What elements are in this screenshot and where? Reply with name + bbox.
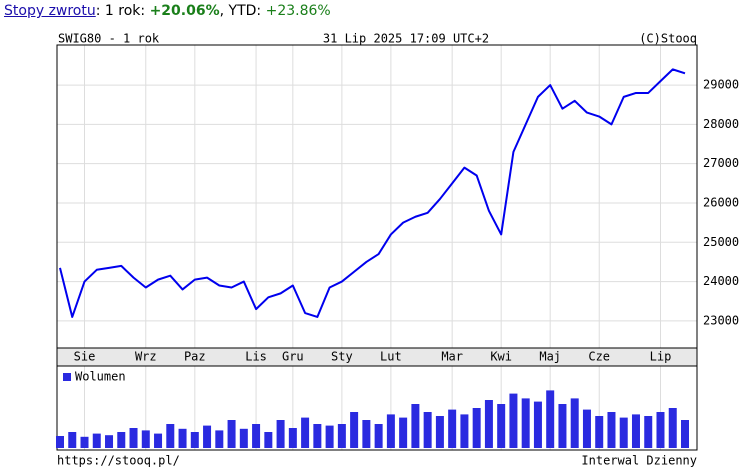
volume-bar: [117, 432, 126, 448]
volume-bar: [239, 428, 248, 448]
volume-bar: [190, 432, 199, 448]
volume-bar: [337, 424, 346, 448]
x-tick-label: Kwi: [490, 350, 512, 364]
returns-link[interactable]: Stopy zwrotu: [4, 3, 96, 19]
y-tick-label: 28000: [703, 117, 739, 131]
volume-bar: [546, 390, 555, 448]
volume-bar: [301, 417, 310, 448]
volume-bar: [497, 404, 506, 448]
volume-bar: [448, 409, 457, 448]
volume-bar: [631, 414, 640, 448]
volume-bar: [435, 416, 444, 448]
volume-bar: [619, 417, 628, 448]
volume-bar: [411, 404, 420, 448]
volume-bar: [681, 420, 689, 448]
x-tick-label: Lut: [380, 350, 402, 364]
volume-bar: [484, 400, 493, 448]
volume-bar: [227, 420, 236, 448]
volume-bar: [472, 408, 481, 448]
y-tick-label: 29000: [703, 78, 739, 92]
volume-bar: [92, 433, 101, 448]
footer-interval: Interwal Dzienny: [581, 454, 697, 468]
volume-frame: [56, 365, 698, 451]
volume-bar: [105, 435, 114, 448]
x-tick-label: Lip: [650, 350, 672, 364]
chart-title: SWIG80 - 1 rok: [58, 32, 160, 46]
x-tick-label: Mar: [441, 350, 463, 364]
volume-bar: [595, 416, 604, 448]
volume-bar: [252, 424, 261, 448]
volume-bar: [154, 433, 163, 448]
price-line: [59, 68, 686, 318]
volume-bar: [570, 398, 579, 448]
y-tick-label: 24000: [703, 274, 739, 288]
volume-bar: [533, 401, 542, 448]
x-axis-band: [56, 347, 698, 367]
header: Stopy zwrotu: 1 rok: +20.06%, YTD: +23.8…: [4, 3, 331, 19]
volume-bar: [399, 417, 408, 448]
volume-bar: [264, 432, 273, 448]
x-tick-label: Lis: [245, 350, 267, 364]
volume-bar: [582, 409, 591, 448]
chart-source: (C)Stooq: [639, 32, 697, 46]
x-tick-label: Paz: [184, 350, 206, 364]
volume-bar: [80, 436, 89, 448]
x-tick-label: Sty: [331, 350, 353, 364]
volume-bar: [460, 414, 469, 448]
volume-bar: [521, 398, 530, 448]
volume-bar: [313, 424, 322, 448]
volume-bar: [166, 424, 175, 448]
ytd-label: , YTD:: [219, 3, 262, 19]
volume-bar: [350, 412, 359, 448]
price-frame: [56, 44, 698, 349]
volume-bar: [141, 430, 150, 448]
volume-bar: [386, 414, 395, 448]
return-1y: +20.06%: [149, 3, 220, 19]
volume-bar: [325, 425, 334, 448]
volume-bar: [178, 428, 187, 448]
x-tick-label: Sie: [74, 350, 96, 364]
volume-bar: [668, 408, 677, 448]
volume-bar: [558, 404, 567, 448]
y-tick-label: 23000: [703, 313, 739, 327]
x-tick-label: Wrz: [135, 350, 157, 364]
volume-bar: [276, 420, 285, 448]
volume-bar: [607, 412, 616, 448]
y-tick-label: 27000: [703, 156, 739, 170]
return-ytd: +23.86%: [265, 3, 331, 19]
volume-bar: [288, 428, 297, 448]
volume-bar: [362, 420, 371, 448]
volume-bar: [374, 424, 383, 448]
volume-bar: [656, 412, 665, 448]
volume-bar: [56, 436, 64, 448]
volume-bar: [509, 393, 518, 448]
period-label: : 1 rok:: [95, 3, 146, 19]
volume-bar: [423, 412, 432, 448]
chart-date: 31 Lip 2025 17:09 UTC+2: [323, 32, 489, 46]
x-tick-label: Maj: [539, 350, 561, 364]
volume-bar: [129, 428, 138, 448]
y-tick-label: 26000: [703, 195, 739, 209]
x-tick-label: Cze: [588, 350, 610, 364]
volume-bar: [68, 432, 77, 448]
legend-swatch: [63, 373, 71, 381]
footer-url: https://stooq.pl/: [57, 454, 180, 468]
volume-bar: [644, 416, 653, 448]
x-tick-label: Gru: [282, 350, 304, 364]
y-tick-label: 25000: [703, 235, 739, 249]
volume-bar: [215, 430, 224, 448]
volume-bar: [203, 425, 212, 448]
legend-label: Wolumen: [75, 370, 126, 384]
